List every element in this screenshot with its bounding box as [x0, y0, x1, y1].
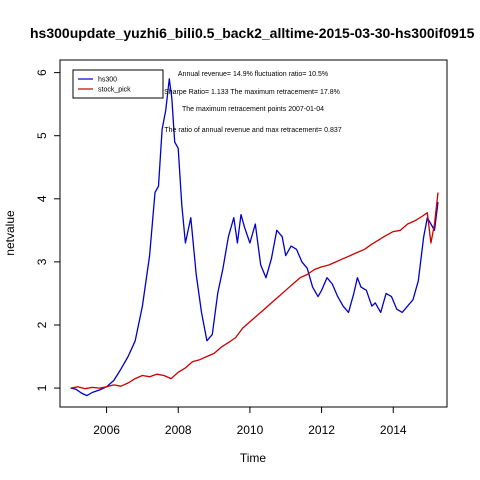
y-axis-label: netvalue	[3, 210, 17, 256]
plot-frame	[59, 59, 448, 408]
series-line-hs300	[70, 78, 439, 397]
axes: 2006 2008 2010 2012 2014 1 2 3 4 5 6	[35, 69, 407, 437]
x-axis-label: Time	[240, 451, 267, 465]
legend-label: stock_pick	[98, 87, 131, 94]
y-tick-label: 1	[35, 384, 49, 391]
x-tick-label: 2014	[380, 423, 407, 437]
legend-label: hs300	[98, 77, 117, 84]
y-tick-label: 6	[35, 69, 49, 76]
x-tick-label: 2010	[237, 423, 264, 437]
y-tick-label: 3	[35, 258, 49, 265]
x-tick-label: 2012	[308, 423, 335, 437]
series-group	[70, 78, 439, 397]
stat-annotation: Annual revenue= 14.9% fluctuation ratio=…	[178, 71, 328, 78]
x-tick-label: 2008	[165, 423, 192, 437]
y-tick-label: 4	[35, 195, 49, 202]
x-tick-label: 2006	[93, 423, 120, 437]
legend: hs300 stock_pick	[72, 69, 164, 99]
annotations: Annual revenue= 14.9% fluctuation ratio=…	[164, 71, 342, 134]
stat-annotation: The ratio of annual revenue and max retr…	[164, 127, 341, 134]
legend-box	[72, 69, 164, 99]
y-tick-label: 5	[35, 132, 49, 139]
series-line-stock-pick	[70, 192, 439, 390]
stat-annotation: The maximum retracement points 2007-01-0…	[182, 106, 324, 113]
stat-annotation: Sharpe Ratio= 1.133 The maximum retracem…	[164, 89, 340, 96]
y-tick-label: 2	[35, 321, 49, 328]
chart-title: hs300update_yuzhi6_bili0.5_back2_alltime…	[30, 25, 475, 41]
